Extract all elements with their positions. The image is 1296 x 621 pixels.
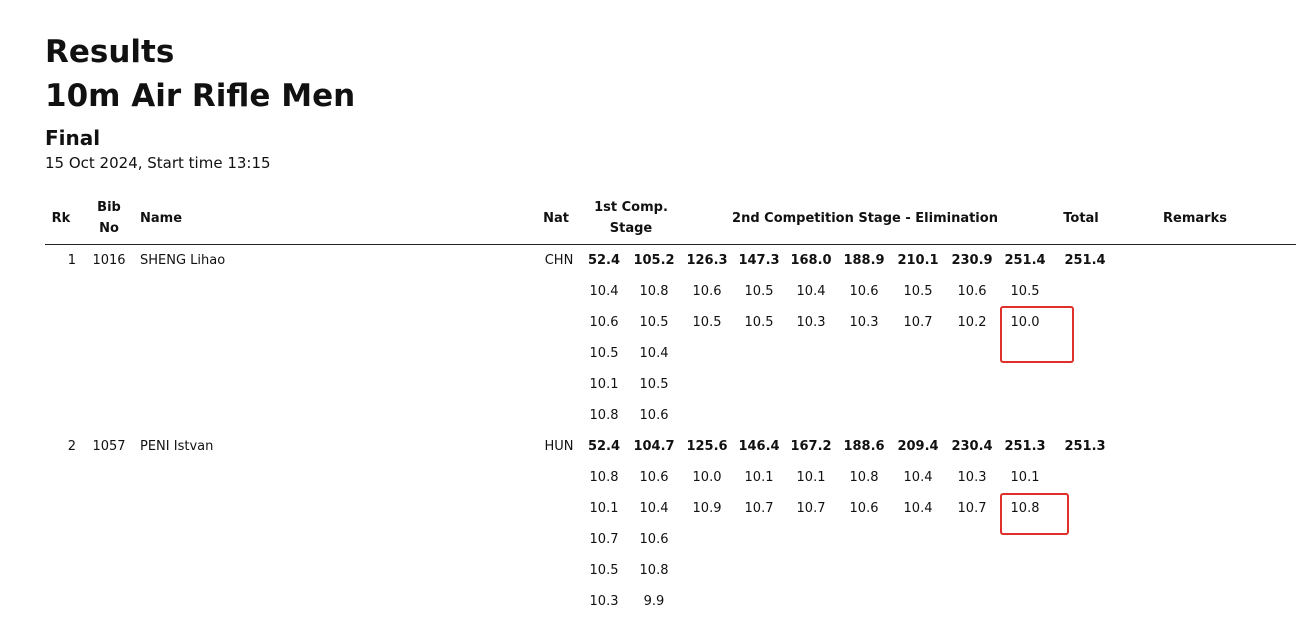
shot-score: 10.7 xyxy=(796,501,826,516)
series-score: 230.4 xyxy=(951,439,993,454)
bib: 1057 xyxy=(92,439,126,454)
shot-score: 10.4 xyxy=(639,346,669,361)
shot-score: 10.5 xyxy=(903,284,933,299)
athlete-name: SHENG Lihao xyxy=(140,253,226,268)
shot-score: 10.6 xyxy=(849,284,879,299)
date: 15 Oct 2024, Start time 13:15 xyxy=(45,154,271,172)
shot-score: 10.8 xyxy=(639,563,669,578)
series-score: 230.9 xyxy=(951,253,993,268)
shot-score: 10.5 xyxy=(744,315,774,330)
shot-score: 10.4 xyxy=(589,284,619,299)
series-score: 105.2 xyxy=(633,253,675,268)
shot-score: 10.1 xyxy=(796,470,826,485)
shot-score: 10.0 xyxy=(692,470,722,485)
nation: CHN xyxy=(544,253,574,268)
series-score: 147.3 xyxy=(738,253,780,268)
header-rule xyxy=(45,244,1296,245)
shot-score: 10.8 xyxy=(849,470,879,485)
shot-score: 10.5 xyxy=(639,377,669,392)
column-header: Bib No xyxy=(97,200,121,236)
series-score: 188.9 xyxy=(843,253,885,268)
column-header: Rk xyxy=(51,211,71,226)
shot-score: 10.6 xyxy=(957,284,987,299)
series-score: 209.4 xyxy=(897,439,939,454)
shot-score: 10.3 xyxy=(796,315,826,330)
shot-score: 10.2 xyxy=(957,315,987,330)
shot-score: 10.1 xyxy=(589,377,619,392)
shot-score: 10.6 xyxy=(692,284,722,299)
series-score: 168.0 xyxy=(790,253,832,268)
series-score: 125.6 xyxy=(686,439,728,454)
shot-score: 10.3 xyxy=(957,470,987,485)
shot-score: 10.7 xyxy=(903,315,933,330)
shot-score: 10.5 xyxy=(589,563,619,578)
shot-score: 10.1 xyxy=(589,501,619,516)
highlight-box xyxy=(1000,493,1069,535)
phase: Final xyxy=(45,126,101,150)
column-header: Remarks xyxy=(1163,211,1227,226)
shot-score: 10.4 xyxy=(639,501,669,516)
shot-score: 10.7 xyxy=(744,501,774,516)
total: 251.4 xyxy=(1064,253,1106,268)
series-score: 167.2 xyxy=(790,439,832,454)
shot-score: 10.9 xyxy=(692,501,722,516)
total: 251.3 xyxy=(1064,439,1106,454)
shot-score: 10.3 xyxy=(849,315,879,330)
shot-score: 10.5 xyxy=(1010,284,1040,299)
event: 10m Air Rifle Men xyxy=(45,78,356,114)
shot-score: 10.4 xyxy=(903,470,933,485)
rank: 2 xyxy=(67,439,76,454)
highlight-box xyxy=(1000,306,1074,363)
column-header: Name xyxy=(140,211,183,226)
shot-score: 10.6 xyxy=(639,408,669,423)
shot-score: 10.8 xyxy=(589,408,619,423)
series-score: 146.4 xyxy=(738,439,780,454)
shot-score: 10.1 xyxy=(1010,470,1040,485)
nation: HUN xyxy=(544,439,574,454)
shot-score: 10.6 xyxy=(639,532,669,547)
bib: 1016 xyxy=(92,253,126,268)
column-header: 2nd Competition Stage - Elimination xyxy=(732,211,998,226)
shot-score: 10.1 xyxy=(744,470,774,485)
shot-score: 10.5 xyxy=(589,346,619,361)
shot-score: 10.3 xyxy=(589,594,619,609)
shot-score: 10.8 xyxy=(1010,501,1040,516)
shot-score: 10.4 xyxy=(796,284,826,299)
shot-score: 10.0 xyxy=(1010,315,1040,330)
series-score: 126.3 xyxy=(686,253,728,268)
shot-score: 10.8 xyxy=(639,284,669,299)
shot-score: 10.5 xyxy=(639,315,669,330)
column-header: 1st Comp. Stage xyxy=(594,200,668,236)
shot-score: 10.5 xyxy=(692,315,722,330)
series-score: 52.4 xyxy=(587,253,621,268)
shot-score: 10.7 xyxy=(589,532,619,547)
rank: 1 xyxy=(67,253,76,268)
shot-score: 10.6 xyxy=(849,501,879,516)
shot-score: 10.6 xyxy=(589,315,619,330)
athlete-name: PENI Istvan xyxy=(140,439,214,454)
column-header: Nat xyxy=(543,211,569,226)
series-score: 104.7 xyxy=(633,439,675,454)
shot-score: 10.4 xyxy=(903,501,933,516)
shot-score: 10.7 xyxy=(957,501,987,516)
shot-score: 10.8 xyxy=(589,470,619,485)
series-score: 251.3 xyxy=(1004,439,1046,454)
title: Results xyxy=(45,34,175,70)
series-score: 210.1 xyxy=(897,253,939,268)
shot-score: 9.9 xyxy=(643,594,665,609)
column-header: Total xyxy=(1063,211,1099,226)
shot-score: 10.5 xyxy=(744,284,774,299)
series-score: 251.4 xyxy=(1004,253,1046,268)
shot-score: 10.6 xyxy=(639,470,669,485)
series-score: 52.4 xyxy=(587,439,621,454)
series-score: 188.6 xyxy=(843,439,885,454)
